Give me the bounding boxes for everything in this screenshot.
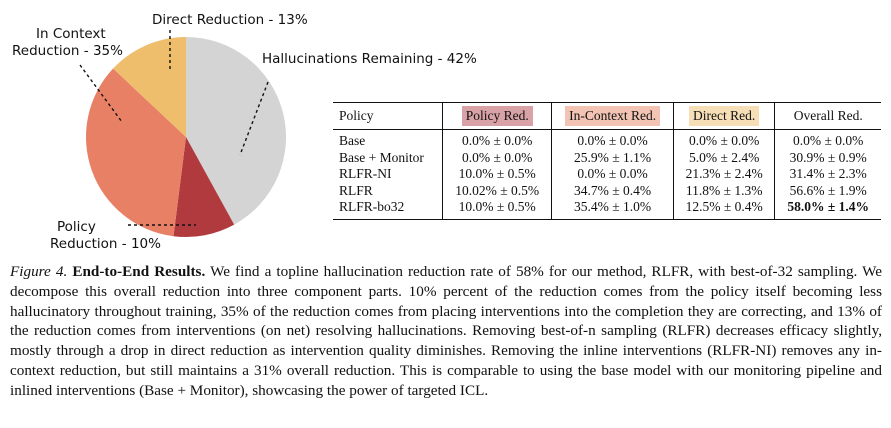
cell-direct-red: 21.3% ± 2.4% <box>673 166 776 183</box>
slice-direct <box>113 37 186 137</box>
header-overall-red: Overall Red. <box>793 108 863 123</box>
table-row: RLFR-NI 10.0% ± 0.5% 0.0% ± 0.0% 21.3% ± 2.… <box>333 166 881 183</box>
table-row: Base 0.0% ± 0.0% 0.0% ± 0.0% 0.0% ± 0.0% 0.0… <box>333 129 881 150</box>
pie-label-in-context-line2: Reduction - 35% <box>12 43 123 59</box>
results-table-wrap: Policy Policy Red. In-Context Red. Direc… <box>333 102 881 220</box>
cell-policy: RLFR-bo32 <box>333 199 444 219</box>
header-policy-red-label: Policy Red. <box>461 106 533 126</box>
pie-label-in-context-line1: In Context <box>36 26 106 42</box>
pie-label-remaining: Hallucinations Remaining - 42% <box>262 51 477 67</box>
cell-policy: Base + Monitor <box>333 149 444 166</box>
pie-label-policy-line1: Policy <box>57 219 96 235</box>
leader-remaining <box>239 81 269 156</box>
header-direct-red: Direct Red. <box>673 102 776 130</box>
results-table: Policy Policy Red. In-Context Red. Direc… <box>333 102 881 220</box>
slice-in-context <box>85 68 186 237</box>
cell-in-context-red: 0.0% ± 0.0% <box>551 129 674 150</box>
cell-policy-red: 10.02% ± 0.5% <box>442 182 553 199</box>
cell-policy-red: 10.0% ± 0.5% <box>442 199 553 219</box>
caption-text: We find a topline hallucination reductio… <box>10 263 883 399</box>
header-in-context-red-label: In-Context Red. <box>565 106 661 126</box>
cell-in-context-red: 34.7% ± 0.4% <box>551 182 674 199</box>
cell-overall-red: 56.6% ± 1.9% <box>789 182 867 198</box>
cell-direct-red: 12.5% ± 0.4% <box>673 199 776 219</box>
cell-policy-red: 0.0% ± 0.0% <box>442 129 553 150</box>
cell-policy: RLFR <box>333 182 444 199</box>
cell-policy-red: 10.0% ± 0.5% <box>442 166 553 183</box>
cell-overall-red: 0.0% ± 0.0% <box>793 133 864 149</box>
pie-label-policy: Policy Reduction - 10% <box>50 219 161 253</box>
table-row: RLFR 10.02% ± 0.5% 34.7% ± 0.4% 11.8% ± 1.3… <box>333 182 881 199</box>
cell-in-context-red: 35.4% ± 1.0% <box>551 199 674 219</box>
pie-chart <box>79 30 287 237</box>
cell-direct-red: 0.0% ± 0.0% <box>673 129 776 150</box>
cell-overall-red: 31.4% ± 2.3% <box>789 166 867 182</box>
header-policy: Policy <box>333 102 444 130</box>
cell-policy: Base <box>333 129 444 150</box>
cell-direct-red: 11.8% ± 1.3% <box>673 182 776 199</box>
slice-policy <box>173 137 235 237</box>
table-row: RLFR-bo32 10.0% ± 0.5% 35.4% ± 1.0% 12.5% ±… <box>333 199 881 219</box>
cell-overall-red: 58.0% ± 1.4% <box>787 199 870 215</box>
slice-remaining <box>186 37 287 225</box>
figure: Direct Reduction - 13% Hallucinations Re… <box>12 12 881 253</box>
cell-policy-red: 0.0% ± 0.0% <box>442 149 553 166</box>
cell-in-context-red: 25.9% ± 1.1% <box>551 149 674 166</box>
caption-label: Figure 4. <box>10 263 68 280</box>
table-body: Base 0.0% ± 0.0% 0.0% ± 0.0% 0.0% ± 0.0% 0.0… <box>333 129 881 219</box>
table-header-row: Policy Policy Red. In-Context Red. Direc… <box>333 102 881 130</box>
table-row: Base + Monitor 0.0% ± 0.0% 25.9% ± 1.1% 5.0… <box>333 149 881 166</box>
cell-overall-red: 30.9% ± 0.9% <box>789 149 867 165</box>
pie-label-policy-line2: Reduction - 10% <box>50 236 161 252</box>
header-direct-red-label: Direct Red. <box>689 106 760 126</box>
caption-title: End-to-End Results. <box>72 263 206 280</box>
pie-label-in-context: In Context Reduction - 35% <box>12 26 123 60</box>
cell-direct-red: 5.0% ± 2.4% <box>673 149 776 166</box>
header-in-context-red: In-Context Red. <box>551 102 674 130</box>
pie-label-direct: Direct Reduction - 13% <box>152 12 308 28</box>
cell-policy: RLFR-NI <box>333 166 444 183</box>
header-policy-red: Policy Red. <box>442 102 553 130</box>
figure-caption: Figure 4. End-to-End Results. We find a … <box>10 262 882 401</box>
cell-in-context-red: 0.0% ± 0.0% <box>551 166 674 183</box>
